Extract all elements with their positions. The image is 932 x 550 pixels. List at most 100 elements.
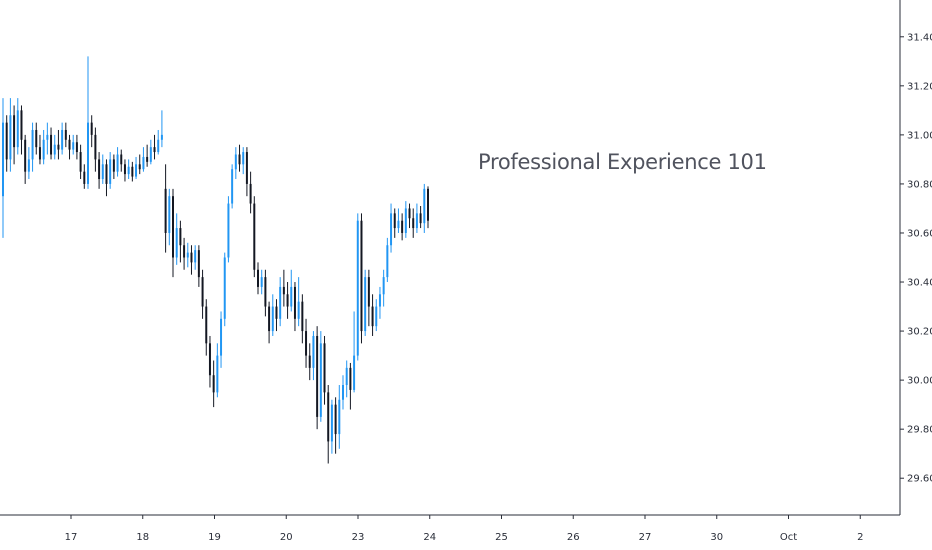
candle-body (393, 213, 396, 229)
candle-body (382, 277, 385, 295)
time-axis[interactable]: 17 18 19 20 23 24 25 26 27 30 Oct 2 (65, 515, 864, 543)
candle-body (127, 166, 130, 175)
candle-body (293, 286, 296, 319)
candle (109, 152, 112, 189)
candle-body (334, 404, 337, 435)
candle-body (5, 122, 8, 160)
candle-body (16, 110, 19, 148)
candle-body (46, 134, 49, 140)
candle (371, 294, 374, 336)
candle (183, 237, 186, 270)
candle (172, 188, 174, 278)
time-tick-label: 19 (208, 532, 221, 543)
candle (72, 134, 75, 155)
time-tick-label: 25 (495, 532, 508, 543)
candle (149, 139, 152, 165)
time-tick-label: 18 (136, 532, 149, 543)
candle (94, 127, 97, 172)
candle (64, 122, 67, 148)
candle-body (27, 159, 30, 172)
candle-body (290, 286, 293, 307)
candle-body (87, 122, 89, 184)
candle-body (160, 134, 163, 140)
candle (401, 213, 404, 241)
candle (282, 269, 285, 307)
candle (338, 385, 341, 449)
candle (112, 154, 115, 180)
candle (342, 375, 344, 410)
time-tick-label: 24 (423, 532, 436, 543)
candle (286, 282, 289, 319)
candle-body (53, 144, 56, 155)
candle (393, 208, 396, 238)
candle (68, 134, 71, 160)
candle (146, 144, 149, 167)
candle-body (308, 355, 311, 368)
candle-body (197, 250, 200, 278)
candle (419, 206, 422, 229)
candle (38, 134, 41, 165)
time-tick-label: 30 (710, 532, 723, 543)
candle (83, 164, 86, 189)
candle (153, 134, 156, 160)
price-tick-label: 30.60 (907, 228, 932, 239)
candle (175, 213, 178, 265)
candle (301, 294, 304, 344)
candle-body (282, 286, 285, 295)
candle (375, 299, 378, 332)
candle-body (412, 218, 415, 229)
candle-body (367, 277, 370, 307)
candle (157, 129, 160, 155)
candle (378, 286, 381, 319)
candle (242, 147, 245, 175)
price-tick-label: 30.20 (907, 327, 932, 338)
candle-body (135, 164, 138, 177)
candle-body (301, 301, 304, 332)
candle-body (397, 220, 400, 229)
candle (323, 335, 326, 405)
candle (275, 299, 278, 332)
candle (264, 269, 267, 317)
candle-body (123, 164, 126, 175)
candle-body (364, 277, 367, 332)
candle-body (2, 122, 4, 197)
candle (353, 311, 356, 393)
price-tick-label: 30.80 (907, 179, 932, 190)
candle-body (50, 134, 53, 155)
candle-body (338, 399, 341, 435)
candle-body (175, 228, 178, 258)
candle (293, 282, 296, 332)
candle (216, 343, 219, 398)
candle (220, 311, 223, 368)
candle-body (253, 203, 256, 270)
candle (257, 262, 259, 295)
candle (46, 122, 49, 155)
candle-body (116, 154, 119, 172)
candle-body (72, 142, 75, 150)
candle (415, 203, 418, 233)
candle (245, 147, 248, 197)
time-tick-label: 17 (65, 532, 78, 543)
candle (231, 164, 234, 209)
candle (105, 159, 108, 197)
candle-body (179, 228, 182, 246)
price-axis[interactable]: 31.40 31.20 31.00 30.80 30.60 30.40 30.20 30.00… (900, 32, 932, 485)
candle-body (112, 159, 115, 172)
candle-body (305, 331, 308, 356)
candle (5, 115, 8, 172)
candle (364, 269, 367, 336)
candle (197, 245, 200, 287)
candle-body (120, 154, 123, 165)
candle-body (13, 115, 16, 148)
candle-body (401, 220, 404, 233)
candle (142, 147, 145, 172)
candle-body (79, 152, 82, 172)
chart-annotation-text[interactable]: Professional Experience 101 (478, 150, 767, 174)
candle (31, 122, 34, 172)
candle (160, 110, 163, 148)
candle-body (279, 286, 282, 319)
candle (186, 242, 189, 268)
candle-body (371, 306, 374, 327)
time-tick-label: 26 (567, 532, 580, 543)
